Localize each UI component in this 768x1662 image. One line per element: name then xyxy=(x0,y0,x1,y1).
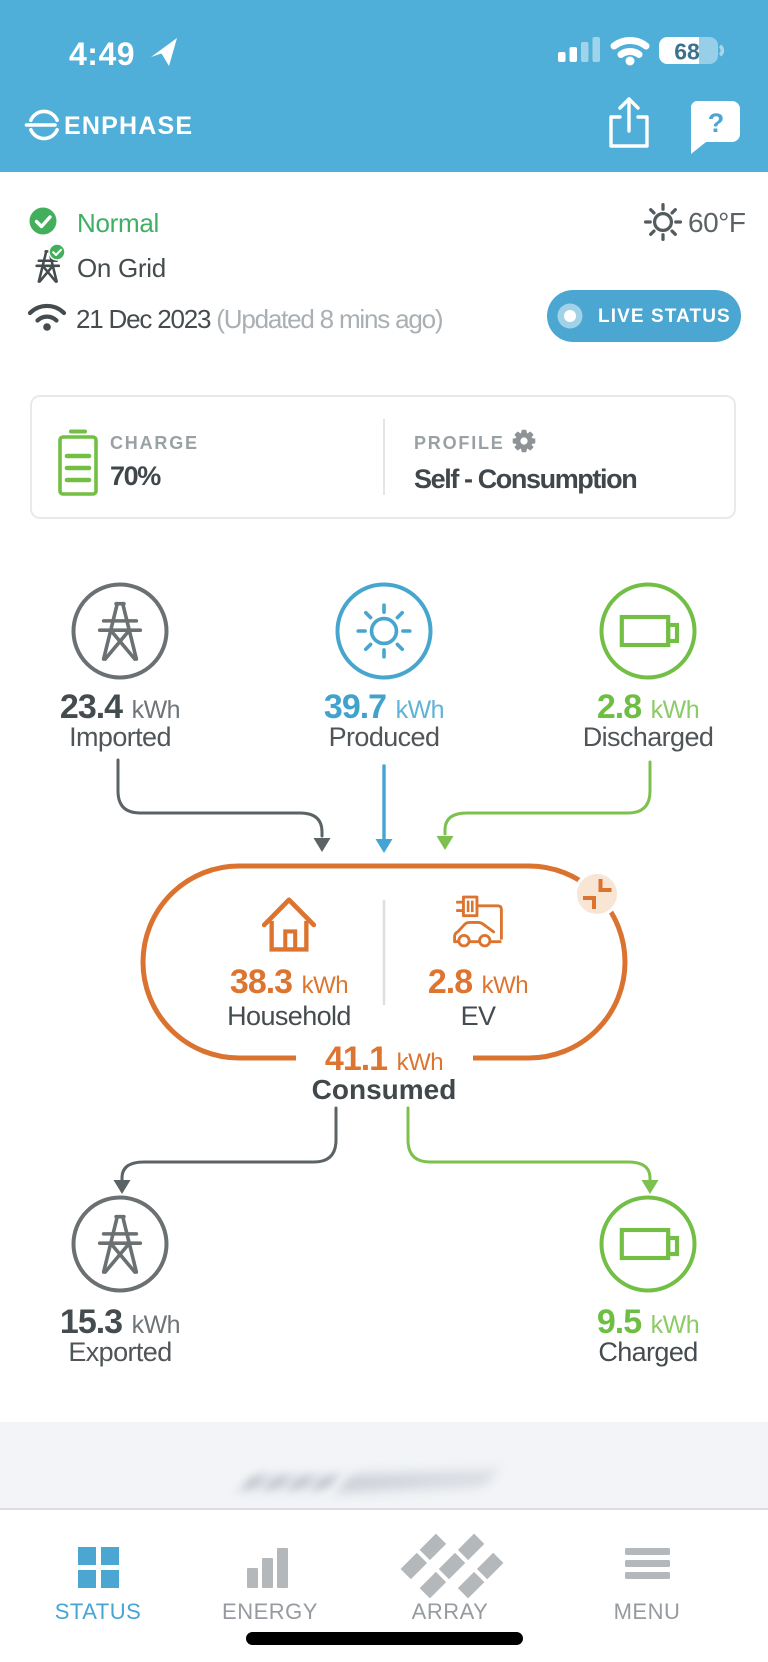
svg-text:ENPHASE: ENPHASE xyxy=(64,112,193,140)
svg-text:68: 68 xyxy=(674,39,700,65)
svg-text:?: ? xyxy=(708,108,725,138)
